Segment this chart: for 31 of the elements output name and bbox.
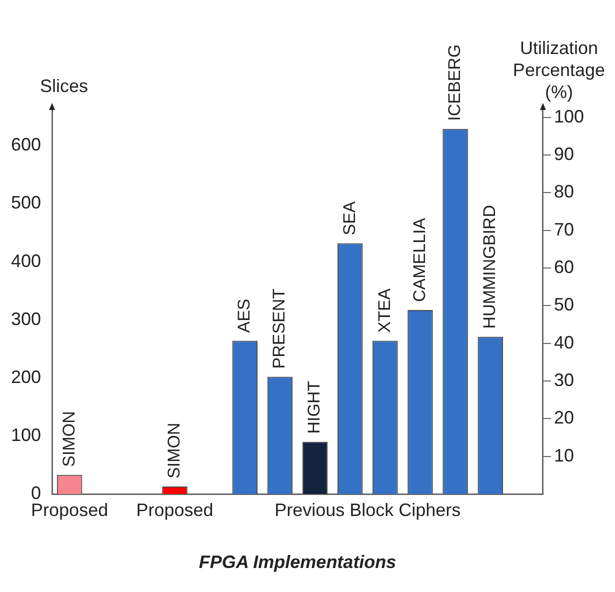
- y2-tick-label: 80: [554, 182, 574, 202]
- x-tick-label: CAMELLIA: [410, 217, 429, 302]
- y-tick-label: 400: [10, 250, 42, 271]
- y2-tick-label: 100: [554, 106, 584, 126]
- x-tick-label: SIMON: [164, 422, 184, 478]
- text: Proposed: [136, 500, 214, 520]
- x-tick-label: PRESENT: [270, 288, 289, 369]
- y-tick-label: 200: [10, 366, 42, 387]
- x-axis-title: FPGA Implementations: [198, 552, 396, 572]
- y-axis-title: Slices: [40, 76, 88, 96]
- y2-tick-label: 50: [554, 294, 574, 315]
- y-tick-label: 100: [10, 424, 42, 445]
- y2-tick-label: 10: [554, 445, 574, 466]
- y2-tick-label: 90: [554, 144, 574, 164]
- y2-tick-label: 20: [554, 408, 574, 428]
- x-tick-label: XTEA: [374, 288, 394, 333]
- x-tick-label: SEA: [340, 200, 359, 236]
- y-tick-label: 500: [10, 192, 42, 213]
- y2-tick-label: 60: [554, 257, 574, 278]
- text: Previous Block Ciphers: [274, 500, 461, 520]
- x-tick-label: SIMON: [59, 411, 78, 467]
- y2-axis-title: Utilization Percentage (%): [512, 38, 606, 102]
- y-tick-label: 600: [10, 134, 42, 155]
- y2-tick-label: 70: [554, 219, 574, 240]
- y2-tick-label: 30: [554, 370, 574, 390]
- x-tick-label: AES: [234, 298, 254, 333]
- x-tick-label: HIGHT: [304, 380, 324, 434]
- y2-tick-label: 40: [554, 332, 574, 352]
- x-tick-label: HUMMINGBIRD: [480, 204, 500, 329]
- x-tick-label: ICEBERG: [444, 44, 464, 121]
- y-tick-label: 300: [10, 308, 42, 329]
